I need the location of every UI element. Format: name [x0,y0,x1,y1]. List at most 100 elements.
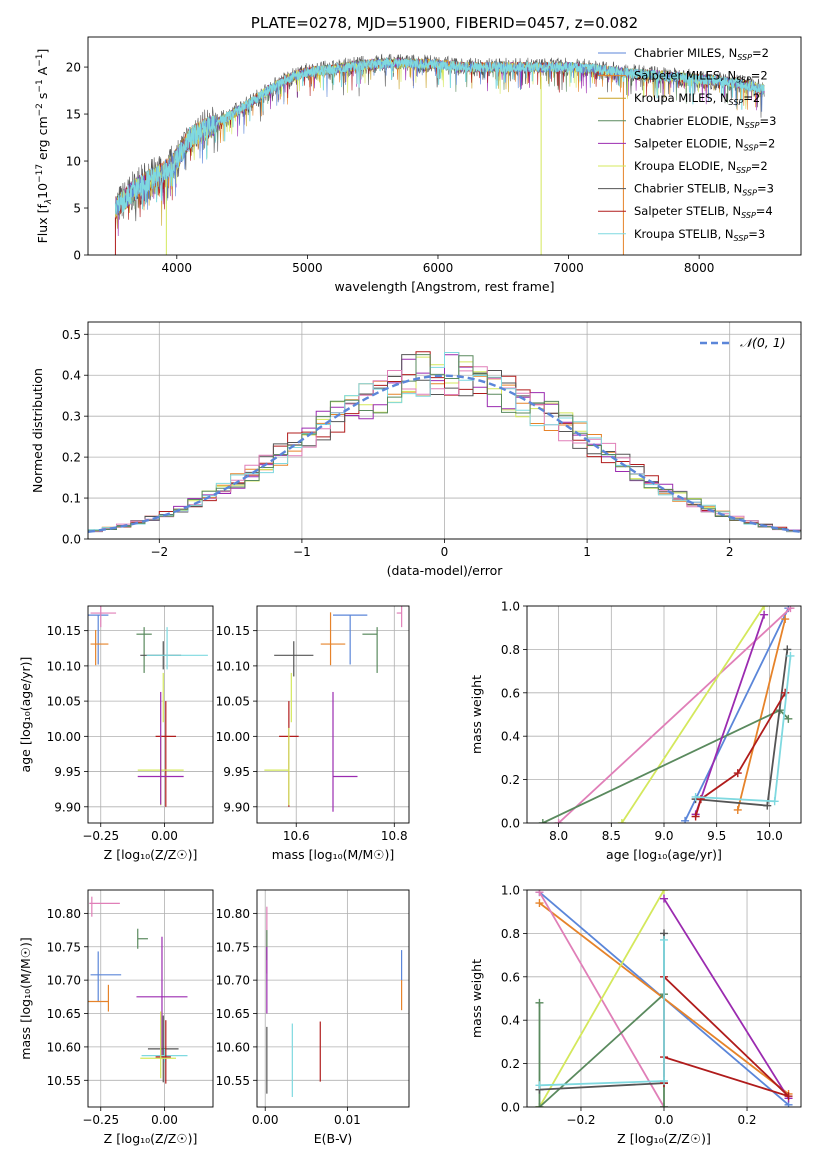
x-tick-label: 10.0 [756,829,783,843]
legend-sub: SSP [744,143,759,152]
weight-marker [660,935,668,944]
x-tick-label: 8.0 [549,829,568,843]
y-label-part: erg cm [35,116,50,164]
weight-line-pink [557,607,792,823]
y-tick-label: 0.4 [501,730,520,744]
legend-name: Chabrier STELIB, N [634,182,742,196]
legend-value: =2 [758,136,775,150]
x-tick-label: 10.6 [283,829,310,843]
x-tick-label: 5000 [292,261,323,275]
plot-area-mass_vs_z [88,896,188,1084]
y-tick-label: 5 [73,202,81,216]
legend-name: Salpeter MILES, N [634,69,736,83]
weight-line-salpeter_stelib [663,974,790,1098]
errorbar-point [90,951,122,1002]
y-tick-label: 10.10 [216,659,250,673]
x-tick-label: −0.25 [82,1113,119,1127]
axes-frame [87,889,214,1108]
chart-title: PLATE=0278, MJD=51900, FIBERID=0457, z=0… [251,14,638,32]
y-label-part: 10 [35,183,50,199]
weight-marker [760,610,769,619]
legend-sub: SSP [741,211,756,220]
legend-entry: Chabrier MILES, NSSP=2 [634,46,769,62]
weight-line-chabrier_miles [684,607,790,822]
legend-label: 𝒩(0, 1) [740,335,786,350]
y-tick-label: 10.15 [47,624,81,638]
x-tick-label: 6000 [423,261,454,275]
y-tick-label: 10.70 [216,974,250,988]
legend-sub: SSP [737,53,752,62]
errorbar-point [89,896,120,917]
errorbar-point [320,612,346,666]
y-tick-label: 0.8 [501,927,520,941]
legend-value: =2 [752,46,769,60]
weight-marker [535,890,544,897]
errorbar-point [141,1048,188,1063]
legend-sub: SSP [745,121,760,130]
legend-sub: SSP [736,166,751,175]
y-tick-label: 10 [66,155,81,169]
y-tick-label: 9.90 [223,800,250,814]
weight-marker [660,890,668,894]
axes-frame [87,36,802,256]
panel-weight_vs_age: 8.0 8.5 9.0 9.5 10.0 0.0 0.2 0.4 0.6 0.8 1.0 age [l… [469,600,802,862]
legend-name: Chabrier ELODIE, N [634,114,745,128]
x-tick-label: −0.25 [82,829,119,843]
y-label-part: −17 [35,164,45,183]
y-tick-label: 0 [73,249,81,263]
weight-marker [554,819,563,823]
x-axis-label: age [log₁₀(age/yr)] [606,847,722,862]
y-tick-label: 10.80 [47,907,81,921]
weight-marker [786,606,795,613]
y-tick-label: 0.8 [501,643,520,657]
y-tick-label: 0.2 [62,451,81,465]
axes-frame [87,321,802,540]
weight-marker [535,1081,544,1090]
panel-mass_vs_z: −0.25 0.00 10.55 10.60 10.65 10.70 10.75 10.80 Z… [18,889,214,1146]
weight-marker [660,1103,668,1107]
y-axis-label: Normed distribution [30,368,45,493]
weight-marker [783,645,792,654]
axes-frame [526,889,802,1108]
weight-marker [535,1103,544,1107]
x-tick-label: 0 [441,545,449,559]
panel-mass_vs_ebv: 0.00 0.01 10.55 10.60 10.65 10.70 10.75 10.80 E(… [216,889,410,1146]
x-axis-label: mass [log₁₀(M/M☉)] [272,847,394,862]
y-axis-label: mass [log₁₀(M/M☉)] [18,937,33,1059]
plot-area-weight_vs_z [535,890,793,1107]
legend-sub: SSP [742,189,757,198]
weight-marker [784,1092,793,1101]
weight-line-kroupa_elodie [621,606,765,823]
x-tick-label: 2 [726,545,734,559]
weight-marker [760,606,769,610]
x-tick-label: 0.01 [334,1113,361,1127]
weight-line-kroupa_elodie [538,890,665,1107]
y-tick-label: 9.95 [223,765,250,779]
y-tick-label: 0.2 [501,773,520,787]
legend-value: =3 [748,227,765,241]
legend-entry: Chabrier ELODIE, NSSP=3 [634,114,776,130]
y-tick-label: 0.0 [62,533,81,547]
x-tick-label: 1 [583,545,591,559]
x-tick-label: 8.5 [602,829,621,843]
panel-weight_vs_z: −0.2 0.0 0.2 0.0 0.2 0.4 0.6 0.8 1.0 Z [log₁₀(Z/Z… [469,884,802,1146]
errorbar-point [137,928,148,949]
y-axis-label: mass weight [469,959,484,1038]
errorbar-point [140,1011,177,1079]
y-tick-label: 10.10 [47,659,81,673]
x-axis-label: Z [log₁₀(Z/Z☉)] [104,1131,198,1146]
axes-frame [526,605,802,824]
plot-area-mass_vs_ebv [266,906,403,1097]
y-axis-label: age [log₁₀(age/yr)] [18,657,33,773]
y-tick-label: 10.55 [47,1074,81,1088]
panel-age_vs_z: −0.25 0.00 9.90 9.95 10.00 10.05 10.10 10.15 Z [… [18,605,214,862]
x-axis-label: Z [log₁₀(Z/Z☉)] [617,1131,711,1146]
weight-line-salpeter_stelib [694,692,786,817]
y-label-part: A [35,66,50,79]
errorbar-point [136,627,152,673]
panel-residuals: −2 −1 0 1 2 0.0 0.1 0.2 0.3 0.4 0.5 (data-model)/er… [30,321,802,578]
legend-value: =4 [756,204,773,218]
errorbar-point [90,606,117,628]
legend-value: =3 [760,114,777,128]
